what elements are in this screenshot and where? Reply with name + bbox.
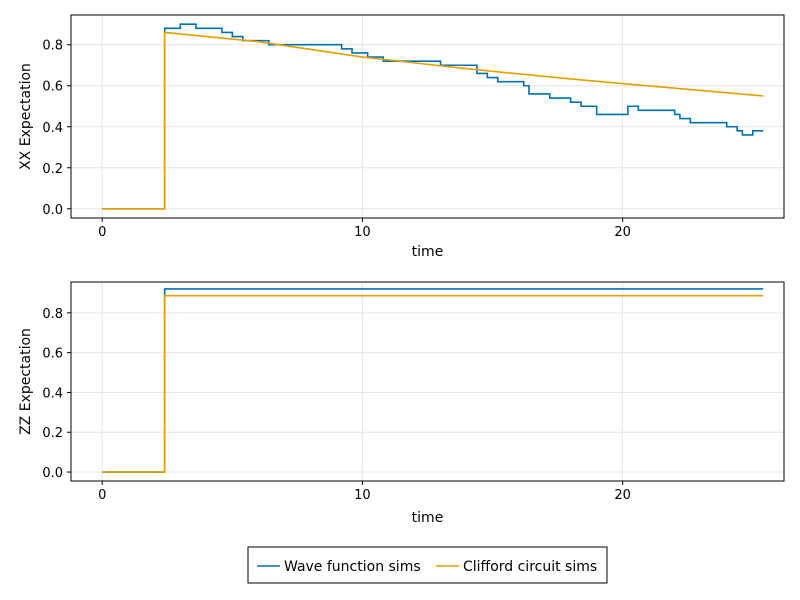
panel-1-series-wave-function-sims [102,23,764,210]
panel-1-series-clifford-circuit-sims [102,31,764,210]
panel-1-x-axis-label: time [412,244,444,260]
panel-2-xtick-label-0: 0 [98,488,106,503]
panel-2-series-clifford-circuit-sims [102,294,764,473]
panel-1-axes-frame [70,14,785,219]
panel-1-xtick-label-1: 10 [354,225,371,240]
panel-2-xtick-label-1: 10 [354,488,371,503]
xx-expectation-panel: 0 10 20 0.0 0.2 0.4 0.6 0.8 time XX Expectation [18,14,785,260]
panel-1-ytick-label-1: 0.2 [42,162,63,177]
panel-1-ytick-label-4: 0.8 [42,39,63,54]
panel-2-ytick-label-0: 0.0 [42,466,63,481]
legend-label-wave-function: Wave function sims [284,559,421,575]
panel-1-ytick-label-0: 0.0 [42,203,63,218]
panel-2-x-axis-label: time [412,510,444,526]
panel-2-ytick-label-2: 0.4 [42,386,63,401]
panel-1-xtick-label-0: 0 [98,225,106,240]
legend-box [247,546,608,584]
panel-2-y-axis-label: ZZ Expectation [18,328,34,435]
panel-1-ytick-label-3: 0.6 [42,80,63,95]
panel-2-ytick-label-1: 0.2 [42,426,63,441]
panel-1-ytick-label-2: 0.4 [42,121,63,136]
panel-2-ytick-label-4: 0.8 [42,307,63,322]
panel-1-xtick-label-2: 20 [614,225,631,240]
legend: Wave function sims Clifford circuit sims [247,546,608,584]
panel-1-y-axis-label: XX Expectation [18,63,34,170]
panel-2-xtick-label-2: 20 [614,488,631,503]
panel-2-axes-frame [70,281,785,482]
zz-expectation-panel: 0 10 20 0.0 0.2 0.4 0.6 0.8 time ZZ Expectation [18,281,785,526]
panel-2-ytick-label-3: 0.6 [42,347,63,362]
legend-label-clifford: Clifford circuit sims [463,559,597,575]
